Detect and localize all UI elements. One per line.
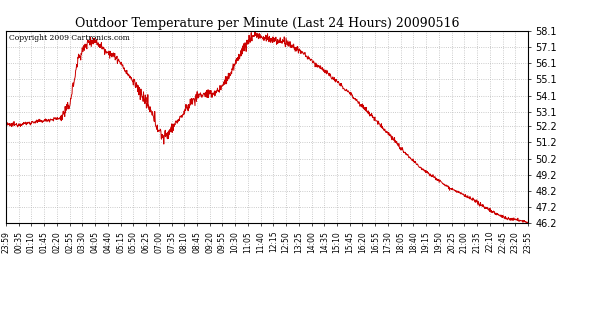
- Text: Copyright 2009 Cartronics.com: Copyright 2009 Cartronics.com: [8, 34, 130, 42]
- Title: Outdoor Temperature per Minute (Last 24 Hours) 20090516: Outdoor Temperature per Minute (Last 24 …: [75, 17, 459, 30]
